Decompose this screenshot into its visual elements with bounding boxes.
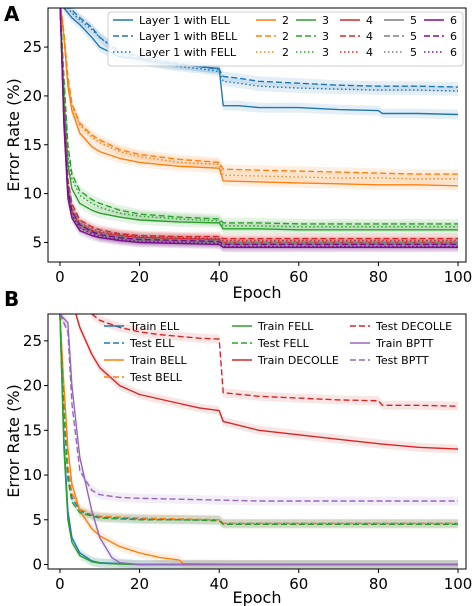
- panel-b-series: [59, 314, 459, 569]
- panel-a-legend-label-ell-6: 6: [450, 14, 457, 27]
- panel-a-frame: [47, 7, 467, 263]
- panel-a-ytick-label-5: 5: [32, 233, 42, 251]
- panel-a-legend-label-ell-2: 2: [282, 14, 289, 27]
- panel-b-ytick-label-20: 20: [23, 377, 42, 395]
- panel-b-xtick-label-80: 80: [369, 575, 388, 593]
- panel-a-series-line-6: [59, 8, 458, 231]
- panel-a-band-7: [60, 8, 458, 229]
- panel-b-ytick-label-10: 10: [23, 466, 42, 484]
- panel-a-legend-label-bell-2: 2: [282, 30, 289, 43]
- panel-a-legend-label-ell-3: 3: [322, 14, 329, 27]
- panel-a-legend-label-bell-6: 6: [450, 30, 457, 43]
- panel-b-ytick-label-25: 25: [23, 332, 42, 350]
- panel-b-xtick-label-0: 0: [55, 575, 65, 593]
- panel-a-series-line-17: [59, 8, 458, 248]
- panel-a-series-line-1: [68, 8, 459, 88]
- panel-a-xtick-label-80: 80: [369, 268, 388, 286]
- panel-a-band-2: [63, 8, 458, 96]
- panel-b-frame: [47, 313, 467, 570]
- panel-a-xtick-label-0: 0: [55, 268, 65, 286]
- panel-b-legend-label-test-bptt: Test BPTT: [375, 354, 429, 367]
- panel-a-xtick-label-100: 100: [444, 268, 473, 286]
- panel-a-legend-label-fell-4: 4: [366, 46, 373, 59]
- panel-a-legend-label-ell-4: 4: [366, 14, 373, 27]
- panel-a-letter: A: [4, 2, 20, 26]
- panel-a-ylabel: Error Rate (%): [4, 78, 23, 192]
- panel-a-legend-label-fell-5: 5: [410, 46, 417, 59]
- panel-a-xlabel: Epoch: [233, 283, 282, 302]
- panel-b-legend-label-train-bptt: Train BPTT: [375, 337, 434, 350]
- panel-a-legend-label-bell-5: 5: [410, 30, 417, 43]
- panel-a-series-line-10: [59, 8, 458, 240]
- panel-b-series-line-6: [75, 314, 459, 450]
- panel-b-series-line-8: [59, 314, 458, 566]
- panel-b-ytick-label-0: 0: [32, 556, 42, 574]
- panel-a-series-line-7: [59, 8, 458, 225]
- panel-b-xtick-label-40: 40: [210, 575, 229, 593]
- panel-a-legend-label-bell-3: 3: [322, 30, 329, 43]
- panel-a-ytick-label-20: 20: [23, 87, 42, 105]
- panel-a-legend-label-bell-4: 4: [366, 30, 373, 43]
- panel-a-series-line-13: [59, 8, 458, 244]
- panel-b-legend-label-train-ell: Train ELL: [129, 320, 180, 333]
- panel-b-band-7: [91, 314, 458, 411]
- panel-b-legend-label-test-fell: Test FELL: [257, 337, 310, 350]
- panel-a-series-line-5: [60, 8, 458, 180]
- panel-a-legend-label-ell-5: 5: [410, 14, 417, 27]
- panel-a-series-line-0: [63, 8, 459, 116]
- panel-a-legend-label-fell-6: 6: [450, 46, 457, 59]
- panel-a-xtick-label-20: 20: [130, 268, 149, 286]
- panel-a-legend-label-ell-1: Layer 1 with ELL: [139, 14, 231, 27]
- panel-b-xtick-label-20: 20: [130, 575, 149, 593]
- panel-b-legend: Train ELL Test ELL Train BELL Test BELL Trai…: [104, 320, 452, 384]
- panel-b-ylabel: Error Rate (%): [4, 384, 23, 498]
- panel-a-legend-label-fell-3: 3: [322, 46, 329, 59]
- panel-b-legend-label-train-fell: Train FELL: [257, 320, 314, 333]
- panel-a-xtick-label-40: 40: [210, 268, 229, 286]
- panel-b-letter: B: [4, 287, 19, 311]
- panel-a-ytick-label-10: 10: [23, 185, 42, 203]
- panel-a-band-1: [63, 8, 458, 92]
- panel-a-series-line-3: [60, 8, 459, 187]
- panel-b-ytick-label-15: 15: [23, 421, 42, 439]
- panel-a-xtick-label-60: 60: [289, 268, 308, 286]
- panel-a-legend: Layer 1 with ELL 2 3 4 5 6 Layer 1 with BELL 2 3…: [107, 11, 464, 67]
- panel-a-ytick-label-25: 25: [23, 38, 42, 56]
- panel-a-band-8: [60, 8, 458, 232]
- panel-a-legend-label-fell-2: 2: [282, 46, 289, 59]
- panel-b-xtick-label-60: 60: [289, 575, 308, 593]
- panel-b-xlabel: Epoch: [233, 588, 282, 606]
- panel-b-series-line-9: [59, 314, 458, 502]
- panel-b-series-line-3: [59, 314, 458, 525]
- chart-panel-b: 0 20 40 60 80 100 0 5 10 15 20 25 Epoch Error Rate …: [4, 313, 472, 606]
- panel-b-xtick-label-100: 100: [444, 575, 473, 593]
- panel-a-series-line-11: [59, 8, 458, 242]
- panel-b-series-line-5: [59, 314, 458, 525]
- panel-a-legend-label-bell-1: Layer 1 with BELL: [139, 30, 238, 43]
- panel-b-ytick-label-5: 5: [32, 511, 42, 529]
- panel-b-legend-label-test-decolle: Test DECOLLE: [375, 320, 452, 333]
- panel-a-series: [59, 8, 459, 253]
- panel-b-legend-label-train-decolle: Train DECOLLE: [257, 354, 339, 367]
- panel-a-series-line-4: [60, 8, 458, 175]
- panel-a-ytick-label-15: 15: [23, 136, 42, 154]
- panel-b-legend-label-train-bell: Train BELL: [129, 354, 188, 367]
- panel-a-series-line-8: [59, 8, 458, 228]
- panel-b-legend-label-test-ell: Test ELL: [129, 337, 175, 350]
- panel-a-series-line-16: [59, 8, 458, 246]
- panel-b-legend-label-test-bell: Test BELL: [129, 371, 183, 384]
- panel-a-series-line-2: [66, 8, 459, 92]
- panel-a-legend-box: [107, 11, 464, 67]
- panel-a-legend-label-fell-1: Layer 1 with FELL: [139, 46, 237, 59]
- panel-b-series-line-7: [91, 314, 459, 407]
- panel-a-band-6: [60, 8, 458, 235]
- panel-b-ticks: 0 20 40 60 80 100 0 5 10 15 20 25: [23, 332, 472, 593]
